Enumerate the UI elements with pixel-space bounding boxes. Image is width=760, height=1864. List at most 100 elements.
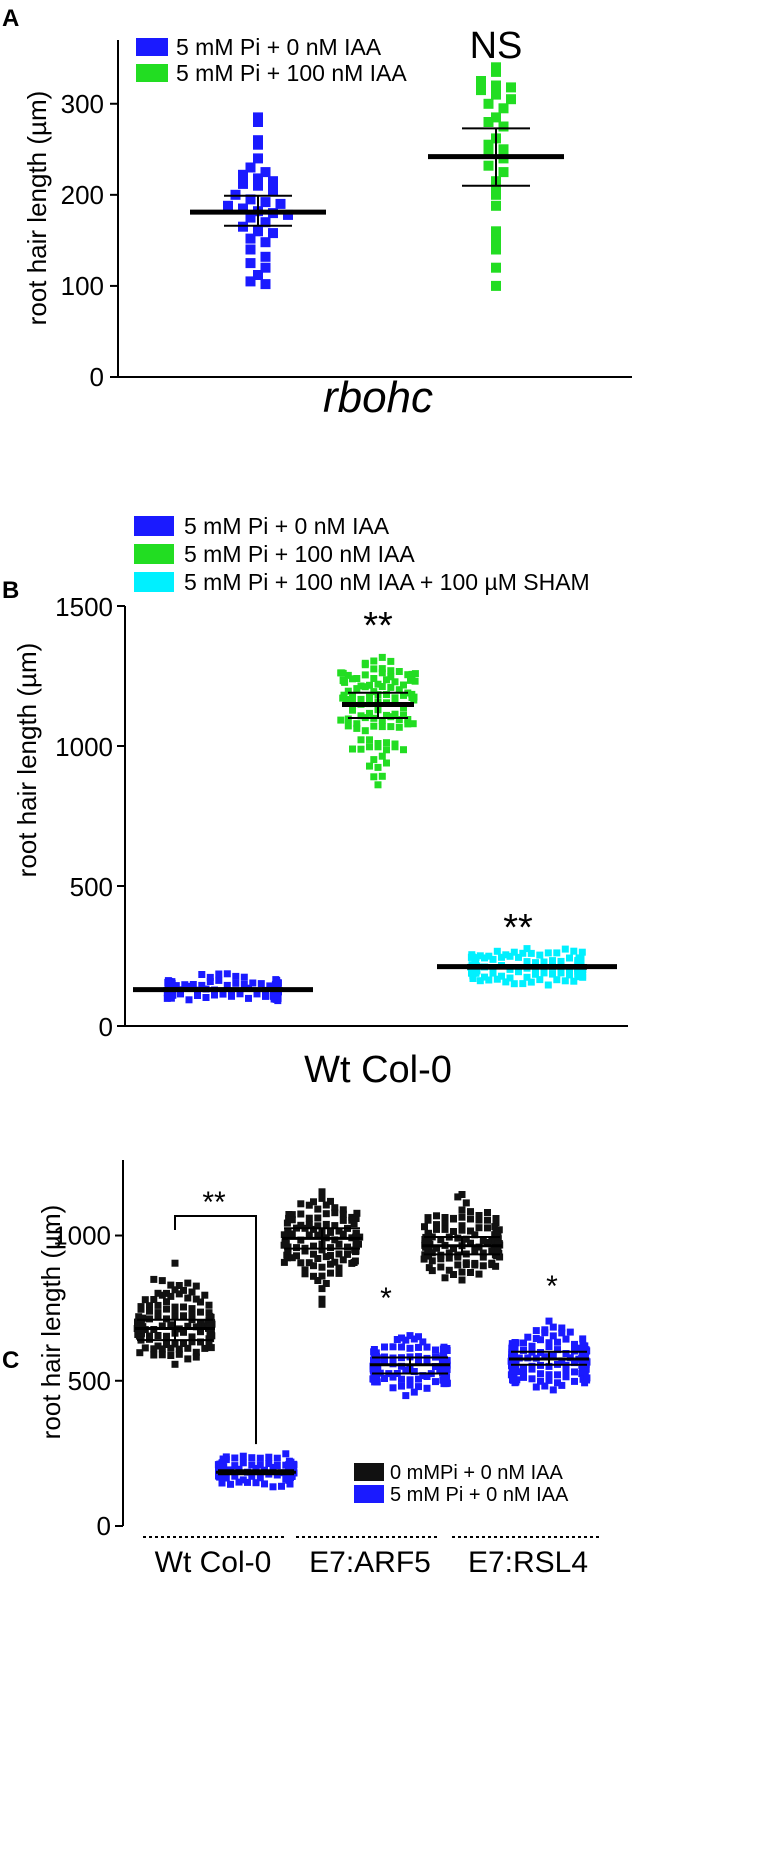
series-1-point	[491, 244, 501, 255]
series-1-point	[353, 724, 361, 732]
series-1-group-0-point	[222, 1474, 230, 1482]
series-0-point	[215, 970, 223, 978]
series-2-point	[515, 968, 522, 976]
series-0-group-0-point	[171, 1340, 179, 1348]
series-1-point	[408, 690, 416, 698]
series-0-point	[164, 990, 172, 998]
series-1-point	[340, 691, 348, 699]
series-1-point	[409, 720, 417, 728]
series-0-group-0-point	[207, 1332, 215, 1340]
series-1-point	[411, 677, 419, 685]
series-1-group-2-point	[545, 1317, 553, 1325]
series-1-point	[498, 103, 509, 114]
series-1-point	[349, 745, 356, 753]
series-1-group-2-point	[558, 1329, 566, 1337]
series-0-group-0-point	[205, 1309, 213, 1317]
series-0-point	[257, 980, 265, 988]
series-1-group-0-point	[256, 1454, 264, 1462]
series-0-point	[262, 992, 269, 1000]
series-0-point	[260, 251, 271, 262]
series-1-group-0-point	[286, 1475, 294, 1483]
series-0-point	[245, 244, 256, 255]
series-1-group-0-point	[239, 1452, 247, 1460]
series-1-point	[383, 711, 390, 719]
series-1-point	[387, 713, 395, 721]
series-0-point	[253, 117, 263, 127]
series-0-point	[260, 167, 271, 178]
series-0-group-2-point	[428, 1249, 436, 1257]
series-2-point	[493, 975, 501, 983]
series-2-point	[566, 971, 573, 979]
series-1-group-2-point	[549, 1352, 557, 1360]
x-axis-label: rbohc	[323, 373, 433, 422]
series-0-group-0-point	[188, 1305, 196, 1313]
series-0-group-1-point	[331, 1204, 339, 1212]
series-1-group-1-point	[415, 1375, 422, 1383]
series-0-group-1-point	[322, 1220, 330, 1228]
series-0-point	[260, 237, 271, 248]
series-1-group-1-point	[423, 1343, 431, 1351]
series-0-group-1-point	[318, 1272, 326, 1280]
series-2-point	[485, 976, 493, 984]
series-1-point	[349, 706, 356, 714]
series-1-point	[366, 681, 373, 689]
series-1-group-1-point	[432, 1378, 439, 1386]
series-0-point	[198, 981, 206, 989]
series-2-point	[579, 972, 587, 980]
series-1-point	[378, 683, 386, 690]
series-0-group-0-point	[146, 1307, 153, 1315]
series-0-point	[211, 991, 218, 999]
series-0-group-1-point	[305, 1231, 313, 1239]
series-1-point	[344, 687, 352, 695]
series-0-group-2-point	[433, 1244, 440, 1252]
category-label: E7:ARF5	[309, 1546, 431, 1579]
series-1-group-1-point	[406, 1376, 414, 1384]
series-1-point	[491, 280, 501, 291]
series-1-point	[400, 711, 407, 719]
series-1-group-1-point	[402, 1366, 410, 1374]
series-1-group-2-point	[528, 1375, 536, 1383]
series-1-group-2-point	[520, 1346, 527, 1354]
series-2-point	[561, 977, 569, 985]
series-1-point	[378, 665, 386, 673]
series-0-point	[245, 276, 256, 287]
series-0-group-1-point	[310, 1262, 317, 1270]
series-0-point	[253, 139, 263, 150]
series-1-point	[498, 167, 509, 178]
series-0-group-2-point	[458, 1191, 466, 1198]
series-1-point	[361, 727, 369, 735]
series-0-group-2-point	[450, 1271, 457, 1278]
series-0-group-1-point	[310, 1198, 317, 1206]
series-1-point	[387, 667, 395, 675]
series-1-group-2-point	[562, 1368, 570, 1376]
series-0-group-1-point	[288, 1254, 296, 1262]
series-1-group-2-point	[511, 1343, 519, 1351]
series-1-point	[407, 676, 414, 684]
series-0-point	[219, 990, 227, 998]
series-0-point	[189, 981, 197, 988]
series-1-group-1-point	[402, 1336, 410, 1344]
series-1-group-0-point	[219, 1464, 227, 1472]
series-0-group-0-point	[201, 1291, 209, 1299]
series-0-group-0-point	[163, 1341, 170, 1348]
series-0-group-0-point	[171, 1360, 179, 1368]
series-1-point	[370, 722, 378, 730]
series-0-group-2-point	[467, 1208, 474, 1216]
series-0-group-0-point	[180, 1303, 187, 1311]
series-1-group-0-point	[261, 1480, 268, 1488]
series-1-point	[395, 686, 403, 694]
series-0-group-2-point	[494, 1240, 502, 1248]
y-tick-label: 100	[61, 271, 104, 301]
series-1-point	[483, 98, 494, 109]
series-1-point	[361, 683, 369, 691]
series-1-point	[491, 80, 501, 91]
series-0-group-0-point	[175, 1345, 183, 1353]
series-0-group-2-point	[450, 1215, 457, 1223]
series-0-group-1-point	[297, 1221, 305, 1229]
series-0-point	[206, 978, 214, 985]
series-1-point	[366, 709, 373, 717]
series-0-point	[260, 279, 271, 290]
series-0-group-1-point	[305, 1214, 313, 1222]
series-2-point	[519, 980, 527, 988]
